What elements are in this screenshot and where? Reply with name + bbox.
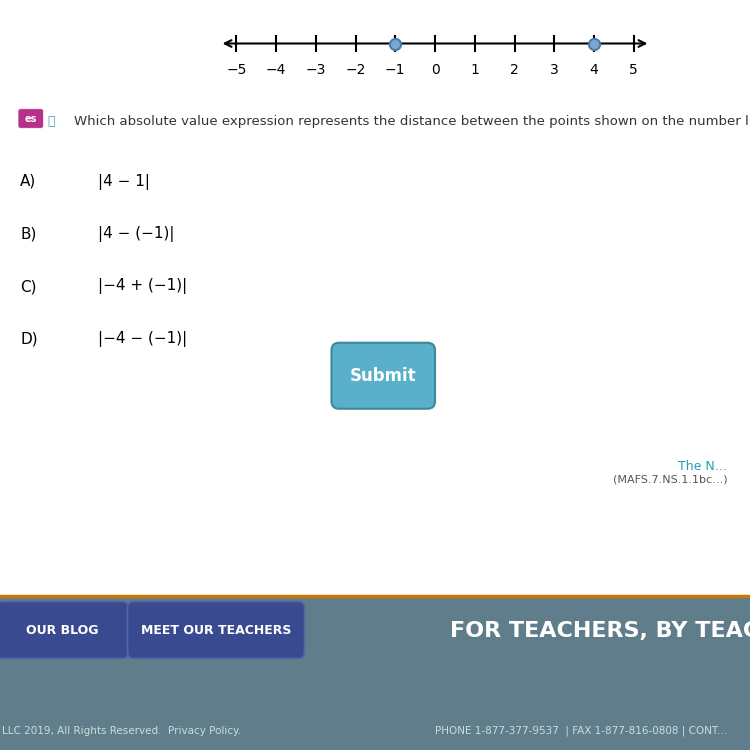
Text: A): A) [20, 174, 37, 189]
Text: 🔊: 🔊 [47, 115, 55, 128]
FancyBboxPatch shape [18, 109, 44, 128]
Text: Submit: Submit [350, 367, 416, 385]
Text: C): C) [20, 279, 37, 294]
Text: 3: 3 [550, 63, 559, 77]
Text: LLC 2019, All Rights Reserved.  Privacy Policy.: LLC 2019, All Rights Reserved. Privacy P… [2, 726, 242, 736]
Text: −5: −5 [226, 63, 247, 77]
Text: (MAFS.7.NS.1.1bc…): (MAFS.7.NS.1.1bc…) [613, 475, 728, 485]
Text: −4: −4 [266, 63, 286, 77]
Text: D): D) [20, 332, 38, 346]
FancyBboxPatch shape [128, 602, 304, 658]
Text: 4: 4 [590, 63, 598, 77]
Bar [0, 596, 750, 750]
Text: The N…: The N… [678, 460, 728, 473]
Text: Which absolute value expression represents the distance between the points shown: Which absolute value expression represen… [74, 115, 750, 128]
FancyBboxPatch shape [0, 602, 128, 658]
Text: B): B) [20, 226, 37, 242]
Text: OUR BLOG: OUR BLOG [26, 623, 98, 637]
Text: 5: 5 [629, 63, 638, 77]
Text: 0: 0 [430, 63, 439, 77]
Text: |−4 − (−1)|: |−4 − (−1)| [98, 331, 187, 347]
Text: es: es [25, 113, 37, 124]
Text: 2: 2 [510, 63, 519, 77]
Text: −2: −2 [345, 63, 366, 77]
Text: |−4 + (−1)|: |−4 + (−1)| [98, 278, 187, 295]
Text: 1: 1 [470, 63, 479, 77]
FancyBboxPatch shape [332, 343, 435, 409]
Text: PHONE 1-877-377-9537  | FAX 1-877-816-0808 | CONT...: PHONE 1-877-377-9537 | FAX 1-877-816-080… [435, 726, 727, 736]
Text: FOR TEACHERS, BY TEAC: FOR TEACHERS, BY TEAC [450, 622, 750, 641]
Text: |4 − 1|: |4 − 1| [98, 173, 149, 190]
Text: MEET OUR TEACHERS: MEET OUR TEACHERS [141, 623, 291, 637]
Text: |4 − (−1)|: |4 − (−1)| [98, 226, 174, 242]
Text: −3: −3 [305, 63, 326, 77]
Text: −1: −1 [385, 63, 406, 77]
